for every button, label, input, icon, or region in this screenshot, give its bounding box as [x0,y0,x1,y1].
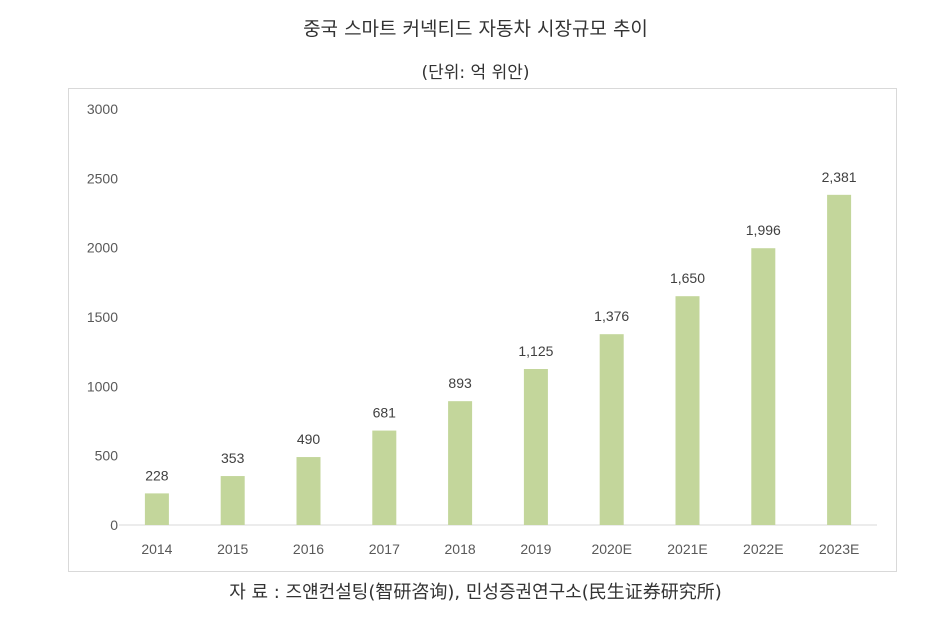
data-label-2019: 1,125 [518,343,553,359]
data-labels: 228 353 490 681 893 1,125 1,376 1,650 1,996 2,381 [145,169,857,484]
y-tick-label: 0 [110,517,118,533]
bar-2015 [220,476,245,525]
data-label-2014: 228 [145,467,169,483]
x-tick-label-2019: 2019 [520,541,551,557]
y-tick-label: 2000 [87,240,118,256]
data-label-2017: 681 [373,405,397,421]
source-note: 자 료 : 즈얜컨설팅(智研咨询), 민성증권연구소(民生证券研究所) [229,582,722,603]
data-label-2022E: 1,996 [746,222,781,238]
bar-2016 [296,457,321,525]
y-tick-label: 2500 [87,170,118,186]
data-label-2016: 490 [297,431,321,447]
bar-2019 [523,369,548,525]
x-tick-label-2016: 2016 [293,541,324,557]
y-tick-label: 500 [95,448,119,464]
x-tick-label-2023E: 2023E [819,541,859,557]
x-tick-label-2014: 2014 [141,541,172,557]
x-tick-label-2020E: 2020E [591,541,631,557]
data-label-2015: 353 [221,450,245,466]
bar-2020E [599,334,624,525]
x-tick-label-2015: 2015 [217,541,248,557]
y-axis-labels: 0 500 1000 1500 2000 2500 3000 [87,101,118,533]
chart-subtitle: (단위: 억 위안) [421,63,530,83]
bar-2021E [675,296,700,525]
bar-2022E [751,248,776,526]
bars [144,194,852,526]
x-tick-label-2022E: 2022E [743,541,783,557]
bar-2018 [448,401,473,525]
data-label-2020E: 1,376 [594,308,629,324]
x-tick-label-2017: 2017 [369,541,400,557]
data-label-2021E: 1,650 [670,270,705,286]
x-axis-labels: 2014 2015 2016 2017 2018 2019 2020E 2021E 2022E 2… [141,541,859,557]
y-tick-label: 1500 [87,309,118,325]
data-label-2023E: 2,381 [822,169,857,185]
y-tick-label: 3000 [87,101,118,117]
y-tick-label: 1000 [87,378,118,394]
x-tick-label-2018: 2018 [445,541,476,557]
chart-frame: 0 500 1000 1500 2000 2500 3000 228 353 490 681 893… [68,88,897,572]
data-label-2018: 893 [448,375,472,391]
bar-chart: 0 500 1000 1500 2000 2500 3000 228 353 490 681 893… [87,101,877,557]
bar-2023E [827,194,852,525]
bar-2017 [372,430,397,525]
chart-title: 중국 스마트 커넥티드 자동차 시장규모 추이 [303,18,648,40]
bar-2014 [144,493,169,525]
x-tick-label-2021E: 2021E [667,541,707,557]
